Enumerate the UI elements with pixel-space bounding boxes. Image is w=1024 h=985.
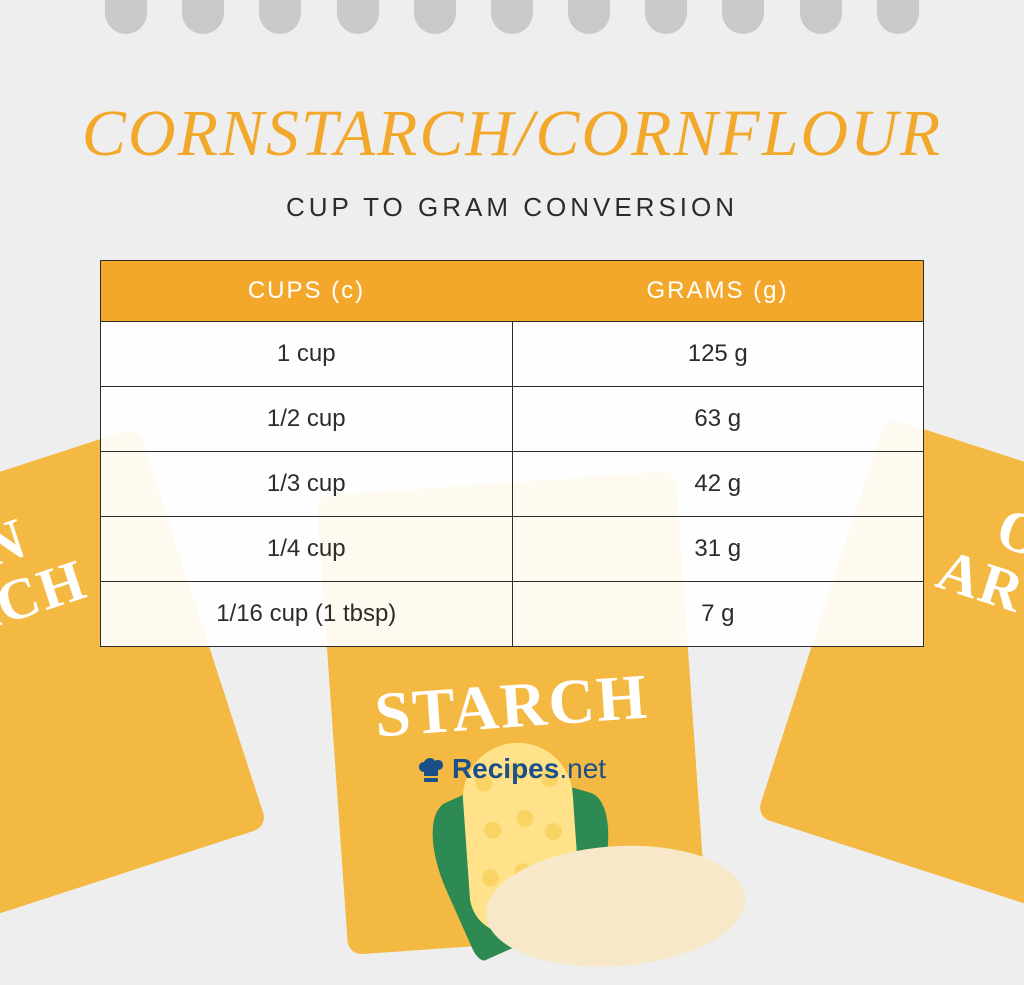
brand-name: Recipes: [452, 753, 559, 784]
binding-hole: [259, 0, 301, 34]
table-row: 1/16 cup (1 tbsp)7 g: [101, 581, 923, 646]
chef-hat-icon: [418, 758, 448, 784]
binding-hole: [877, 0, 919, 34]
spiral-binding: [0, 0, 1024, 48]
table-cell: 1/4 cup: [101, 517, 513, 581]
table-row: 1/4 cup31 g: [101, 516, 923, 581]
binding-hole: [491, 0, 533, 34]
table-header-cups: CUPS (c): [101, 261, 512, 321]
table-cell: 7 g: [513, 582, 924, 646]
binding-hole: [568, 0, 610, 34]
binding-hole: [800, 0, 842, 34]
table-row: 1 cup125 g: [101, 321, 923, 386]
page-title: CORNSTARCH/CORNFLOUR: [0, 96, 1024, 172]
conversion-table: CUPS (c) GRAMS (g) 1 cup125 g1/2 cup63 g…: [100, 260, 924, 647]
table-cell: 125 g: [513, 322, 924, 386]
binding-hole: [105, 0, 147, 34]
table-row: 1/3 cup42 g: [101, 451, 923, 516]
page-subtitle: CUP TO GRAM CONVERSION: [0, 192, 1024, 223]
table-cell: 63 g: [513, 387, 924, 451]
binding-hole: [645, 0, 687, 34]
table-header-row: CUPS (c) GRAMS (g): [101, 261, 923, 321]
binding-hole: [414, 0, 456, 34]
table-cell: 1 cup: [101, 322, 513, 386]
table-cell: 1/3 cup: [101, 452, 513, 516]
brand-tld: .net: [559, 753, 606, 784]
binding-hole: [337, 0, 379, 34]
binding-hole: [182, 0, 224, 34]
brand-logo: Recipes.net: [0, 753, 1024, 785]
binding-hole: [722, 0, 764, 34]
table-header-grams: GRAMS (g): [512, 261, 923, 321]
table-row: 1/2 cup63 g: [101, 386, 923, 451]
table-cell: 1/2 cup: [101, 387, 513, 451]
table-cell: 31 g: [513, 517, 924, 581]
table-cell: 1/16 cup (1 tbsp): [101, 582, 513, 646]
table-cell: 42 g: [513, 452, 924, 516]
